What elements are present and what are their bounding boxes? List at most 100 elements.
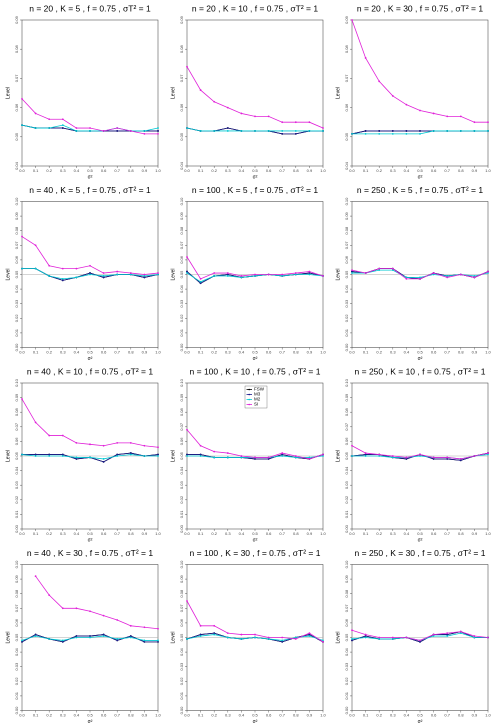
point bbox=[143, 273, 146, 276]
y-tick-label: 0.00 bbox=[344, 343, 349, 352]
legend-label: SI bbox=[254, 402, 258, 407]
y-tick-label: 0.08 bbox=[179, 226, 184, 235]
point bbox=[405, 458, 408, 460]
point bbox=[75, 607, 78, 610]
y-tick-label: 0.05 bbox=[179, 270, 184, 279]
y-tick-label: 0.00 bbox=[179, 524, 184, 533]
point bbox=[378, 453, 381, 456]
point bbox=[294, 130, 297, 132]
point bbox=[254, 456, 256, 459]
point bbox=[34, 421, 37, 424]
x-tick-label: 0.9 bbox=[472, 168, 478, 173]
y-tick-label: 0.04 bbox=[14, 284, 19, 293]
y-tick-label: 0.02 bbox=[179, 677, 184, 686]
y-tick-label: 0.04 bbox=[14, 466, 19, 475]
point bbox=[473, 275, 476, 277]
x-tick-label: 0.7 bbox=[279, 350, 285, 355]
y-tick-label: 0.04 bbox=[179, 161, 184, 170]
point bbox=[419, 276, 421, 279]
y-tick-label: 0.06 bbox=[344, 437, 349, 446]
y-tick-label: 0.10 bbox=[179, 378, 184, 387]
x-tick-label: 0.7 bbox=[444, 713, 450, 718]
plot-frame bbox=[186, 19, 324, 167]
series-line bbox=[21, 398, 159, 448]
x-tick-label: 0.7 bbox=[279, 168, 285, 173]
x-tick-label: 0.3 bbox=[390, 168, 396, 173]
x-tick-label: 0.6 bbox=[431, 713, 437, 718]
y-tick-label: 0.08 bbox=[344, 408, 349, 417]
point bbox=[281, 639, 284, 642]
point bbox=[48, 434, 51, 437]
point bbox=[48, 453, 51, 456]
point bbox=[240, 455, 243, 457]
point bbox=[75, 127, 78, 129]
series-line bbox=[186, 66, 324, 129]
point bbox=[34, 244, 37, 247]
point bbox=[308, 632, 311, 635]
y-tick-label: 0.07 bbox=[344, 422, 349, 431]
series-line bbox=[186, 600, 324, 643]
x-tick-label: 0.3 bbox=[60, 350, 66, 355]
point bbox=[102, 614, 105, 617]
point bbox=[364, 452, 367, 454]
x-tick-label: 0.2 bbox=[211, 713, 217, 718]
point bbox=[419, 639, 421, 642]
point bbox=[34, 635, 37, 637]
y-tick-label: 0.00 bbox=[179, 706, 184, 715]
x-tick-label: 1.0 bbox=[320, 713, 326, 718]
x-tick-label: 0.8 bbox=[293, 531, 299, 536]
x-tick-label: 0.4 bbox=[404, 713, 410, 718]
x-tick-label: 0.8 bbox=[458, 713, 464, 718]
x-tick-label: 0.9 bbox=[307, 531, 313, 536]
point bbox=[143, 626, 146, 629]
y-tick-label: 0.02 bbox=[14, 314, 19, 323]
x-tick-label: 0.6 bbox=[101, 168, 107, 173]
x-tick-label: 0.0 bbox=[184, 350, 190, 355]
x-tick-label: 0.4 bbox=[239, 531, 245, 536]
point bbox=[405, 103, 408, 106]
y-axis-label: Level bbox=[170, 269, 176, 281]
point bbox=[351, 455, 353, 457]
y-tick-label: 0.09 bbox=[344, 574, 349, 583]
x-tick-label: 1.0 bbox=[155, 531, 161, 536]
point bbox=[240, 633, 243, 636]
y-tick-label: 0.04 bbox=[14, 161, 19, 170]
x-tick-label: 0.3 bbox=[60, 531, 66, 536]
point bbox=[240, 276, 243, 279]
point bbox=[199, 444, 202, 447]
point bbox=[419, 455, 421, 457]
x-tick-label: 0.6 bbox=[101, 350, 107, 355]
panel: n = 250 , K = 10 , f = 0.75 , σT² = 1 0.0… bbox=[335, 366, 491, 543]
legend-marker bbox=[248, 393, 250, 396]
y-tick-label: 0.07 bbox=[179, 241, 184, 250]
point bbox=[308, 121, 311, 124]
point bbox=[48, 118, 51, 121]
point bbox=[34, 127, 37, 129]
point bbox=[378, 638, 381, 640]
y-tick-label: 0.09 bbox=[14, 211, 19, 220]
point bbox=[391, 132, 394, 135]
series-line bbox=[351, 445, 489, 460]
point bbox=[254, 458, 256, 460]
x-tick-label: 1.0 bbox=[155, 713, 161, 718]
x-tick-label: 0.5 bbox=[417, 531, 423, 536]
point bbox=[226, 636, 229, 639]
y-tick-label: 0.03 bbox=[14, 662, 19, 671]
point bbox=[61, 267, 64, 270]
x-tick-label: 0.7 bbox=[114, 531, 120, 536]
x-tick-label: 0.2 bbox=[376, 350, 382, 355]
panel-title: n = 20 , K = 10 , f = 0.75 , σT² = 1 bbox=[192, 3, 318, 13]
point bbox=[21, 235, 23, 238]
y-tick-label: 0.03 bbox=[179, 481, 184, 490]
y-tick-label: 0.04 bbox=[179, 284, 184, 293]
x-tick-label: 0.7 bbox=[114, 168, 120, 173]
point bbox=[459, 458, 462, 460]
y-tick-label: 0.06 bbox=[14, 255, 19, 264]
point bbox=[157, 127, 159, 129]
point bbox=[89, 130, 91, 132]
x-tick-label: 0.1 bbox=[363, 713, 369, 718]
point bbox=[294, 132, 297, 135]
point bbox=[213, 130, 216, 132]
y-tick-label: 0.05 bbox=[14, 132, 19, 141]
